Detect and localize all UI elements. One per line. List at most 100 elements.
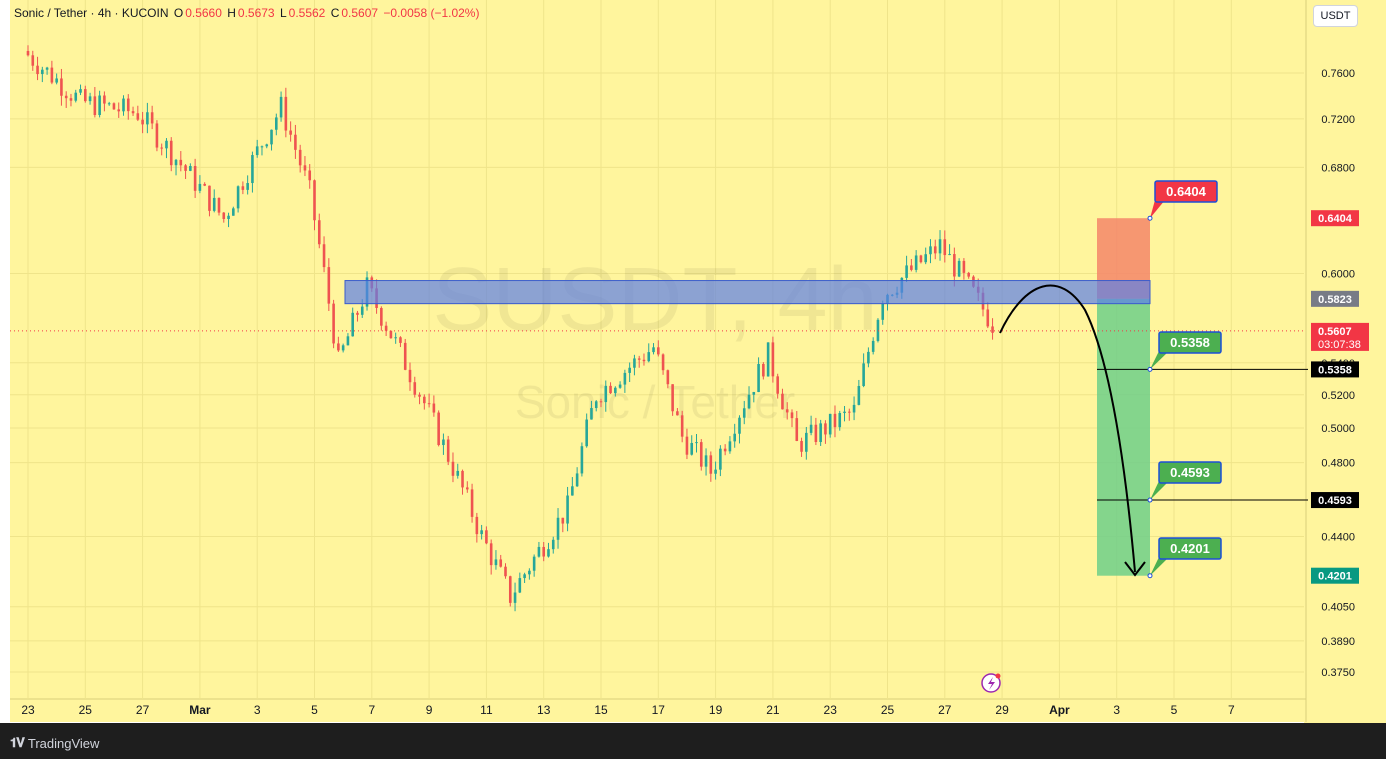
candle-body xyxy=(637,358,641,360)
candle-body xyxy=(174,159,178,166)
candle xyxy=(427,393,431,408)
candle xyxy=(805,426,808,460)
candle-body xyxy=(423,396,426,404)
candle xyxy=(198,175,202,194)
candle xyxy=(303,156,307,177)
candle xyxy=(470,483,474,523)
candle xyxy=(628,362,631,383)
candle xyxy=(50,60,54,85)
candle xyxy=(828,413,832,438)
candle xyxy=(337,336,340,352)
candle xyxy=(317,213,321,249)
candle xyxy=(298,144,302,173)
candle xyxy=(60,68,63,106)
time-tick-label: 23 xyxy=(21,703,35,717)
price-badge-text: 0.4593 xyxy=(1318,495,1352,507)
candle-body xyxy=(647,352,651,362)
time-tick-label: 11 xyxy=(480,703,493,717)
candle xyxy=(98,90,101,118)
candle xyxy=(494,550,498,570)
candle-body xyxy=(785,409,789,413)
candle-body xyxy=(499,559,503,567)
candle-body xyxy=(155,123,159,148)
candle-body xyxy=(991,326,994,333)
candle-body xyxy=(255,146,259,156)
candle-body xyxy=(112,103,116,110)
candle-body xyxy=(848,411,851,413)
candle xyxy=(36,56,39,81)
price-badge-text: 0.4201 xyxy=(1318,571,1352,583)
callout-box xyxy=(1158,537,1222,560)
candle-body xyxy=(671,384,674,412)
current-price-bg xyxy=(1311,322,1369,351)
candle-body xyxy=(910,265,913,270)
candle-body xyxy=(914,255,918,270)
candle-body xyxy=(943,239,947,256)
close-value: 0.5607 xyxy=(341,6,379,20)
candle xyxy=(212,189,216,213)
candle-body xyxy=(246,183,249,190)
time-tick-label: 27 xyxy=(938,703,952,717)
candle xyxy=(246,175,249,195)
candle xyxy=(150,105,154,130)
candle xyxy=(742,400,746,425)
candle-body xyxy=(456,470,460,476)
candle xyxy=(346,333,350,346)
candle xyxy=(747,386,751,410)
currency-button[interactable]: USDT xyxy=(1313,5,1358,27)
candle xyxy=(599,398,603,408)
change-value: −0.0058 (−1.02%) xyxy=(383,6,480,20)
price-tick-label: 0.4400 xyxy=(1321,531,1355,543)
candle xyxy=(962,258,966,280)
price-badge-text: 0.5358 xyxy=(1318,364,1352,376)
price-tick-label: 0.5000 xyxy=(1321,423,1355,435)
candle-body xyxy=(160,147,163,149)
candle-body xyxy=(575,473,579,487)
candle xyxy=(752,391,756,403)
candle-body xyxy=(84,89,87,102)
callout-pointer xyxy=(1150,200,1165,219)
price-badge-bg xyxy=(1311,210,1359,227)
candle xyxy=(284,87,288,138)
candle-body xyxy=(933,246,937,254)
callout-box xyxy=(1154,180,1218,203)
candle xyxy=(504,563,507,579)
candle-body xyxy=(189,165,192,171)
candle xyxy=(910,259,913,272)
candle-body xyxy=(69,98,73,101)
candle-body xyxy=(489,543,493,566)
candle-body xyxy=(437,412,440,446)
time-tick-label: 25 xyxy=(881,703,895,717)
candle xyxy=(848,408,851,421)
candle xyxy=(647,343,651,363)
candle xyxy=(79,84,82,96)
tradingview-brand[interactable]: 𝟏𝐕 TradingView xyxy=(10,735,99,751)
time-axis: 23 25 27 Mar 3 5 7 9 11 13 15 17 19 21 23 25 27 29 Apr 3 5 7 xyxy=(21,703,1235,717)
candle-body xyxy=(289,130,292,135)
candle-body xyxy=(418,394,421,397)
candle xyxy=(341,343,345,353)
candle xyxy=(236,185,240,213)
candle xyxy=(924,247,927,265)
time-tick-label: 7 xyxy=(368,703,375,717)
candle xyxy=(45,66,49,75)
candle xyxy=(723,444,727,456)
candle xyxy=(451,452,455,483)
candle xyxy=(103,91,106,112)
candle-body xyxy=(222,212,226,220)
candle xyxy=(260,145,264,156)
candle xyxy=(776,373,779,399)
candle xyxy=(475,512,479,543)
price-callout: 0.5358 xyxy=(1147,331,1222,372)
callout-pointer xyxy=(1150,557,1169,576)
symbol-description: Sonic / Tether · 4h · KUCOIN xyxy=(14,6,169,20)
candle xyxy=(728,436,732,454)
price-badge: 0.5823 xyxy=(1311,290,1359,307)
candle xyxy=(556,508,560,549)
candle-body xyxy=(270,129,273,145)
candle-body xyxy=(485,530,488,544)
candle-body xyxy=(805,432,808,452)
candle-body xyxy=(179,159,183,166)
candle xyxy=(74,89,78,103)
